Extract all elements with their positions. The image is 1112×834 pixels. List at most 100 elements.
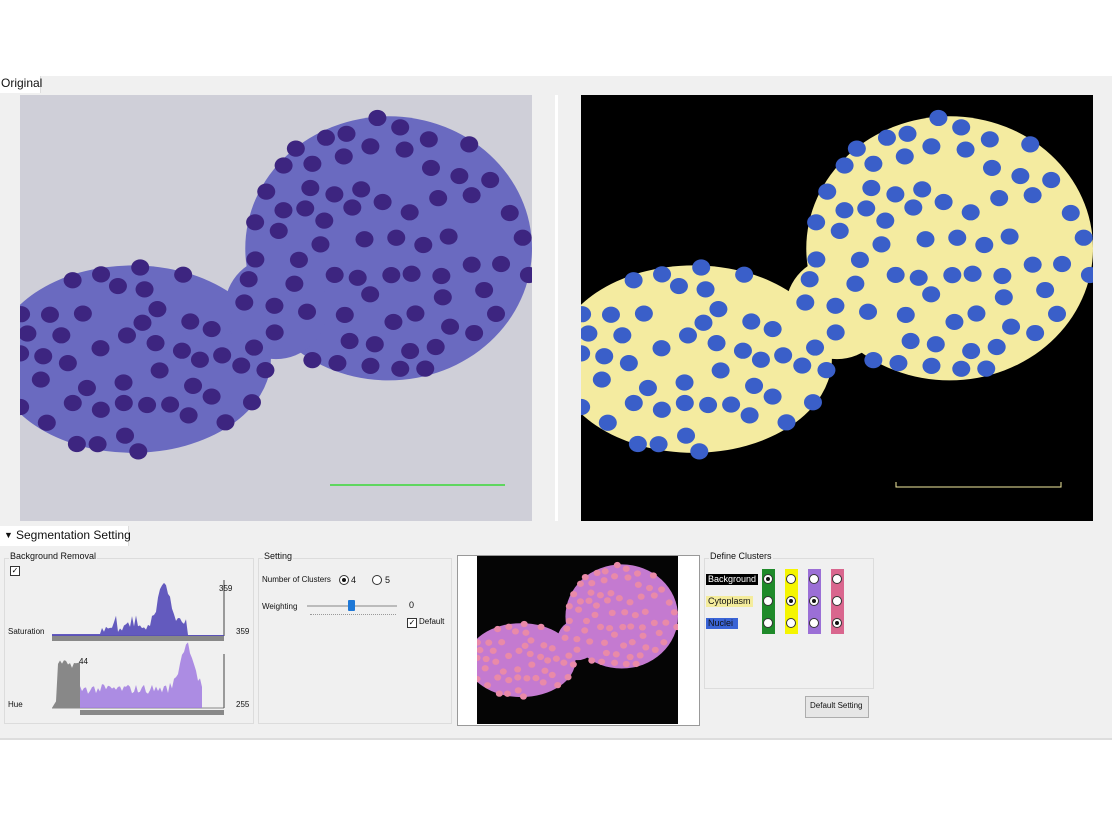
radio-label[interactable]: 4 xyxy=(351,575,357,585)
section-title[interactable]: Segmentation Setting xyxy=(16,528,131,542)
slider-thumb[interactable] xyxy=(348,600,355,611)
nucleus xyxy=(573,635,581,643)
nucleus xyxy=(826,324,845,341)
checkbox-label[interactable]: Default xyxy=(419,617,445,626)
nucleus xyxy=(31,371,50,388)
nucleus xyxy=(526,650,534,657)
nucleus xyxy=(901,332,920,350)
nucleus xyxy=(621,609,629,616)
nucleus xyxy=(361,138,380,155)
nucleus xyxy=(519,266,532,284)
nucleus xyxy=(945,313,964,331)
nucleus xyxy=(337,125,356,142)
cluster-radio[interactable] xyxy=(763,596,773,606)
nucleus xyxy=(1061,204,1080,222)
nucleus xyxy=(429,189,448,207)
nucleus xyxy=(898,125,917,142)
nucleus xyxy=(361,286,380,303)
cluster-radio[interactable] xyxy=(809,596,819,606)
nucleus xyxy=(348,269,367,286)
nucleus xyxy=(311,236,330,253)
cluster-radio[interactable] xyxy=(786,574,796,584)
cluster-label: Nuclei xyxy=(706,618,738,629)
nucleus xyxy=(818,183,837,200)
nucleus xyxy=(495,690,503,697)
nucleus xyxy=(414,236,433,254)
radio[interactable] xyxy=(339,575,349,585)
cluster-radio[interactable] xyxy=(809,574,819,584)
nucleus xyxy=(477,654,481,662)
nucleus xyxy=(77,379,96,397)
nucleus xyxy=(633,570,641,577)
cluster-radio[interactable] xyxy=(832,596,842,606)
nucleus xyxy=(690,443,709,460)
cluster-radio[interactable] xyxy=(763,574,773,584)
nucleus xyxy=(581,574,589,581)
nucleus xyxy=(150,362,169,379)
nucleus xyxy=(477,639,481,646)
radio-label[interactable]: 5 xyxy=(385,575,391,585)
cluster-radio[interactable] xyxy=(832,618,842,628)
nucleus xyxy=(406,305,425,322)
tab[interactable] xyxy=(0,76,41,93)
nucleus xyxy=(975,236,994,254)
nucleus xyxy=(634,305,653,322)
nucleus xyxy=(934,193,953,211)
nucleus xyxy=(943,266,962,284)
tab-label[interactable]: Original xyxy=(1,76,43,90)
cluster-radio[interactable] xyxy=(786,596,796,606)
nucleus xyxy=(274,202,293,219)
cluster-label: Cytoplasm xyxy=(706,596,753,607)
cluster-radio[interactable] xyxy=(786,618,796,628)
nucleus xyxy=(548,671,556,679)
nucleus xyxy=(585,597,593,604)
nucleus xyxy=(864,155,883,172)
nucleus xyxy=(514,666,522,673)
nucleus xyxy=(592,371,611,388)
cluster-radio[interactable] xyxy=(809,618,819,628)
nucleus xyxy=(391,360,410,377)
nucleus xyxy=(487,305,506,322)
button-label[interactable]: Default Setting xyxy=(810,701,863,710)
nucleus xyxy=(980,131,999,148)
checkbox[interactable]: ✓ xyxy=(407,618,417,628)
nucleus xyxy=(588,657,596,664)
nucleus xyxy=(503,690,511,697)
nucleus xyxy=(624,394,643,412)
nucleus xyxy=(34,348,53,365)
nucleus xyxy=(627,623,635,630)
collapse-arrow[interactable]: ▼ xyxy=(4,530,13,540)
radio[interactable] xyxy=(372,575,382,585)
nucleus xyxy=(886,186,905,203)
nucleus xyxy=(494,625,502,633)
nucleus xyxy=(426,338,445,356)
nucleus xyxy=(576,580,584,587)
nucleus xyxy=(575,606,583,613)
scale-bar xyxy=(895,482,1062,488)
nucleus xyxy=(569,661,577,668)
nucleus xyxy=(994,289,1013,306)
nucleus xyxy=(475,281,494,299)
nucleus xyxy=(477,646,484,654)
nucleus xyxy=(499,668,507,675)
nucleus xyxy=(862,179,881,197)
nucleus xyxy=(67,435,86,453)
cluster-radio[interactable] xyxy=(763,618,773,628)
nucleus xyxy=(608,609,616,617)
nucleus xyxy=(846,275,865,292)
splitter[interactable] xyxy=(555,95,558,521)
default-setting-button[interactable] xyxy=(805,696,869,718)
nucleus xyxy=(1080,266,1093,284)
nucleus xyxy=(922,286,941,303)
cluster-radio[interactable] xyxy=(832,574,842,584)
nucleus xyxy=(807,251,826,268)
hue-label: Hue xyxy=(8,700,23,709)
nucleus xyxy=(20,325,37,342)
nucleus xyxy=(692,259,711,276)
nucleus xyxy=(857,200,876,217)
section-header[interactable] xyxy=(0,526,129,546)
nucleus xyxy=(592,602,600,609)
nucleus xyxy=(560,659,568,666)
nucleus xyxy=(889,355,908,372)
checkbox[interactable]: ✓ xyxy=(10,566,20,576)
